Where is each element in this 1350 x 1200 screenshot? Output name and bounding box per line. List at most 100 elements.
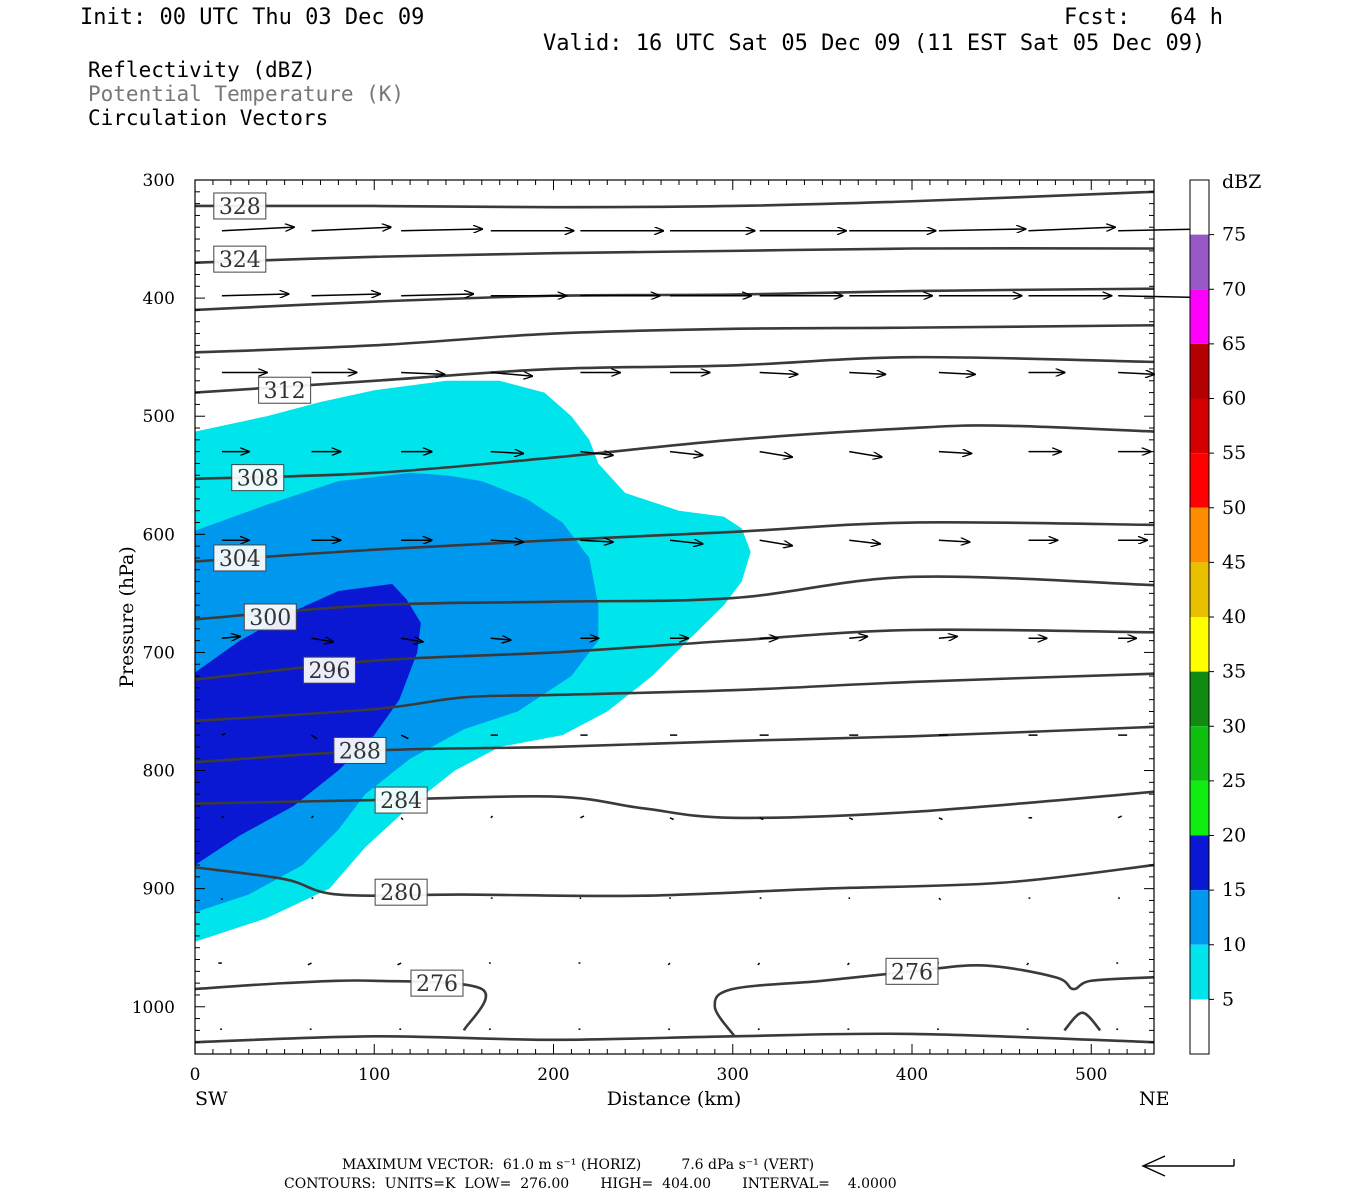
vector-arrow (580, 540, 612, 542)
colorbar-label: 40 (1222, 606, 1246, 628)
vector-arrow (848, 817, 854, 821)
y-tick-label: 800 (143, 762, 175, 782)
contour-label-box (213, 245, 267, 273)
vector-arrow (938, 540, 970, 542)
x-tick-label: 500 (1075, 1065, 1107, 1085)
x-end-right-label: NE (1139, 1088, 1170, 1110)
contour-label-box (302, 656, 356, 684)
vector-arrow (401, 294, 473, 296)
contour-label-328: 328 (219, 195, 261, 220)
contour-label-box (213, 544, 267, 572)
contour-label-box (374, 786, 428, 814)
colorbar-label: 60 (1222, 388, 1246, 410)
x-end-left-label: SW (195, 1088, 228, 1110)
vector-arrow (757, 962, 761, 966)
contour-label-box (410, 969, 464, 997)
forecast-hour: Fcst: 64 h (1064, 5, 1223, 30)
y-tick-label: 1000 (132, 998, 175, 1018)
vector-arrow (400, 734, 409, 740)
y-tick-label: 600 (143, 525, 175, 545)
colorbar (1189, 179, 1210, 1055)
colorbar-segment (1190, 289, 1209, 344)
contour-label-308: 308 (237, 467, 279, 492)
contour-labels: 328 324 312 308 304 300 296 288 284 280 276 276 (213, 192, 939, 997)
vector-arrow (669, 817, 674, 821)
colorbar-label: 55 (1222, 442, 1246, 464)
vector-arrow (221, 815, 225, 819)
contour-label-284: 284 (380, 789, 422, 814)
theta-contour-296 (194, 628, 1155, 681)
vector-arrow (311, 638, 334, 642)
colorbar-label: 35 (1222, 661, 1246, 683)
colorbar-segment (1190, 507, 1209, 563)
x-tick-labels: 0 100 200 300 400 500 (190, 1065, 1108, 1085)
colorbar-label: 50 (1222, 497, 1246, 519)
colorbar-label: 75 (1222, 224, 1246, 246)
contour-label-296: 296 (308, 659, 350, 684)
vector-arrow (669, 897, 671, 899)
contour-label-box (213, 192, 267, 220)
colorbar-segment (1190, 999, 1209, 1054)
colorbar-segment (1190, 671, 1209, 727)
vector-arrow (938, 373, 975, 375)
y-tick-label: 500 (143, 407, 175, 427)
y-tick-label: 700 (143, 643, 175, 663)
vector-arrow (849, 540, 880, 544)
y-tick-label: 900 (143, 880, 175, 900)
vector-arrow (579, 897, 582, 899)
colorbar-unit: dBZ (1222, 171, 1261, 193)
contour-label-280: 280 (380, 881, 422, 906)
vector-arrow (490, 815, 494, 819)
vector-arrow (490, 540, 523, 542)
vector-arrow (580, 815, 585, 819)
vector-arrow (311, 734, 318, 740)
colorbar-segment (1190, 343, 1209, 399)
colorbar-label: 15 (1222, 879, 1246, 901)
colorbar-label: 10 (1222, 934, 1246, 956)
colorbar-label: 70 (1222, 278, 1246, 300)
vector-arrow (759, 817, 764, 821)
contour-label-312: 312 (264, 379, 306, 404)
vector-arrow (401, 638, 423, 642)
x-tick-label: 0 (190, 1065, 201, 1085)
theta-contour-272 (1063, 1011, 1102, 1032)
theta-contour-276 (194, 979, 488, 1032)
vector-arrow (490, 373, 532, 377)
contour-label-box (885, 957, 939, 985)
theta-contour-316 (194, 323, 1155, 354)
theta-contour-312 (194, 355, 1155, 394)
colorbar-segment (1190, 453, 1209, 508)
init-time: Init: 00 UTC Thu 03 Dec 09 (80, 5, 425, 30)
contour-label-box (258, 376, 312, 404)
legend-vectors: Circulation Vectors (88, 106, 329, 130)
y-tick-labels: 300 400 500 600 700 800 900 1000 (132, 171, 175, 1018)
contours-note: CONTOURS: UNITS=K LOW= 276.00 HIGH= 404.… (284, 1176, 897, 1192)
vector-arrow (759, 539, 792, 545)
contour-label-276: 276 (891, 960, 933, 985)
theta-contour-300 (194, 575, 1155, 621)
contour-label-276: 276 (416, 972, 458, 997)
theta-contour-272 (194, 1032, 1155, 1044)
vector-arrow (221, 732, 226, 736)
vector-arrow (1118, 296, 1199, 298)
vector-arrow (401, 373, 444, 375)
colorbar-segment (1190, 617, 1209, 672)
vector-arrow (848, 897, 851, 899)
vector-arrow (938, 817, 943, 821)
contour-label-288: 288 (339, 739, 381, 764)
contour-label-box (374, 878, 428, 906)
colorbar-segment (1190, 835, 1209, 891)
colorbar-segment (1190, 180, 1209, 235)
vector-arrow (849, 450, 881, 457)
colorbar-segment (1190, 398, 1209, 454)
vector-arrow (397, 962, 402, 966)
theta-contour-304 (194, 520, 1155, 563)
y-axis-label: Pressure (hPa) (116, 546, 138, 688)
vector-arrow (1028, 227, 1115, 231)
vector-arrow (401, 229, 482, 231)
vector-arrow (221, 227, 294, 231)
vector-arrow (938, 229, 1025, 231)
theta-contour-328 (194, 190, 1155, 209)
colorbar-segment (1190, 780, 1209, 836)
vector-arrow (307, 962, 312, 966)
